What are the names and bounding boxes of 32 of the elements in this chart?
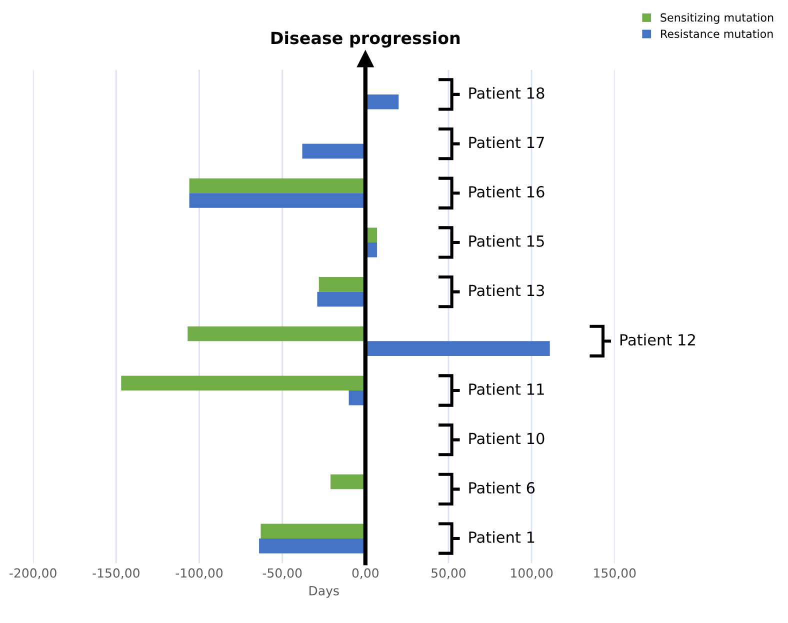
legend-label: Sensitizing mutation [660, 13, 774, 24]
bar [260, 524, 366, 539]
bar [259, 538, 366, 554]
bar [189, 193, 366, 208]
y-tick-label: Patient 1 [469, 531, 534, 543]
y-tick-label: Patient 13 [469, 284, 544, 296]
y-tick-label: Patient 11 [469, 383, 544, 395]
x-tick-label: 150,00 [594, 568, 636, 580]
y-tick-label: Patient 17 [469, 136, 544, 148]
x-tick-label: -50,00 [262, 568, 302, 580]
ref-line-label: Disease progression [271, 31, 460, 48]
x-tick-label: 0,00 [352, 568, 378, 580]
x-axis-title: Days [309, 586, 339, 598]
y-tick-label: Patient 10 [469, 432, 544, 444]
x-tick-label: -200,00 [10, 568, 56, 580]
y-tick-label: Patient 12 [620, 334, 695, 346]
bar [302, 144, 366, 159]
y-tick-label: Patient 16 [469, 186, 544, 198]
x-tick-label: -150,00 [92, 568, 140, 580]
bar [317, 292, 366, 307]
bar [188, 326, 366, 342]
legend-label: Resistance mutation [661, 29, 773, 38]
bar [121, 376, 366, 390]
x-tick-label: 50,00 [432, 568, 466, 580]
y-tick-label: Patient 15 [469, 235, 544, 247]
bar [189, 178, 366, 194]
bar [330, 474, 366, 490]
x-tick-label: 100,00 [511, 568, 553, 580]
x-tick-label: -100,00 [176, 568, 223, 580]
y-tick-label: Patient 6 [469, 482, 535, 494]
y-tick-label: Patient 18 [469, 87, 544, 99]
bar [318, 277, 366, 292]
